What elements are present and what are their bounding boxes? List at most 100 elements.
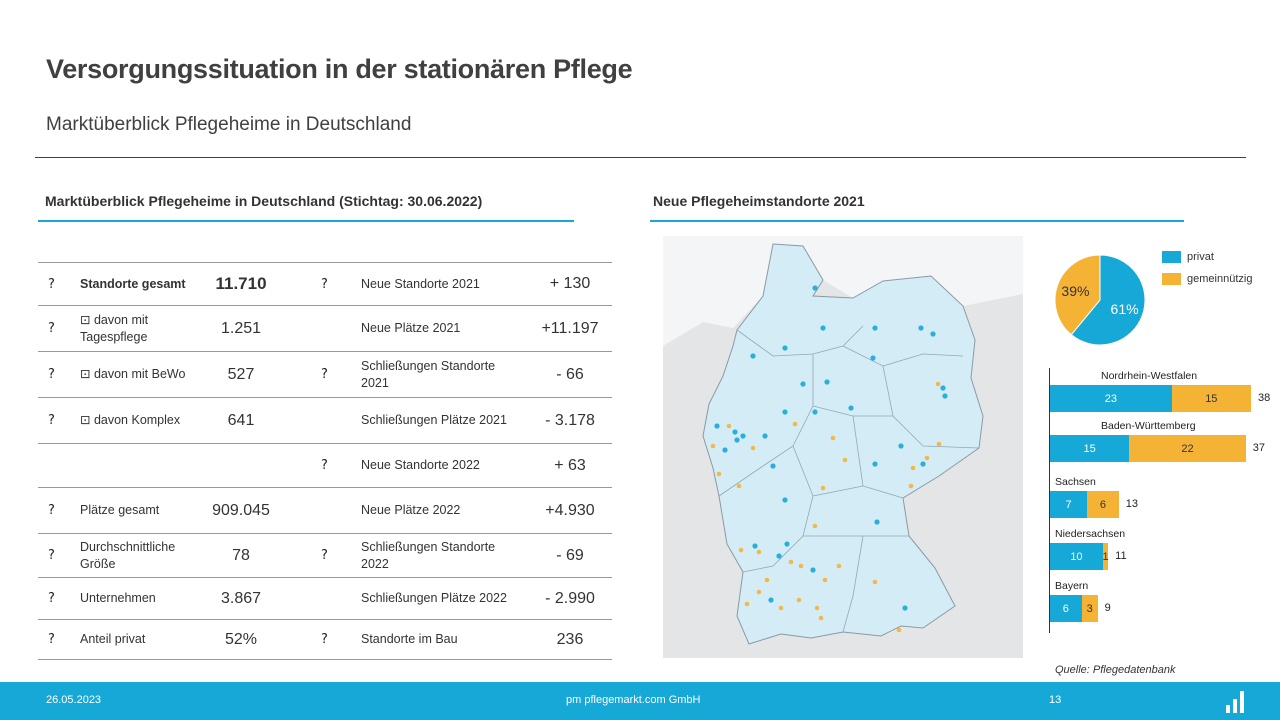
- table-row: ? Durchschnittliche Größe 78? Schließungen …: [38, 534, 612, 578]
- help-icon: ?: [48, 367, 55, 382]
- bar-segment-gemeinnuetzig: 6: [1087, 491, 1119, 518]
- location-dot-gemeinnuetzig: [796, 597, 802, 603]
- help-icon: ?: [48, 276, 55, 292]
- legend-label-gemeinnuetzig: gemeinnützig: [1187, 273, 1253, 285]
- table-row: ? Unternehmen 3.867 Schließungen Plätze 202…: [38, 578, 612, 620]
- bar-total-label: 37: [1252, 442, 1265, 454]
- row-value-left: 3.867: [220, 589, 262, 607]
- location-dot-gemeinnuetzig: [792, 421, 798, 427]
- bar-category-label: Baden-Württemberg: [1101, 420, 1196, 432]
- location-dot-privat: [918, 325, 924, 331]
- bar-total-label: 9: [1104, 602, 1111, 614]
- location-dot-gemeinnuetzig: [818, 615, 824, 621]
- location-dot-privat: [770, 463, 776, 469]
- location-dot-gemeinnuetzig: [764, 577, 770, 583]
- help-icon: ?: [48, 548, 55, 563]
- table-row: ? ⊡ davon Komplex 641 Schließungen Plätze 2…: [38, 398, 612, 444]
- bar-segment-privat: 10: [1050, 543, 1103, 570]
- location-dot-privat: [782, 345, 788, 351]
- table-row: ? Anteil privat 52%? Standorte im Bau 236: [38, 620, 612, 660]
- location-dot-gemeinnuetzig: [710, 443, 716, 449]
- row-value-right: + 130: [549, 275, 591, 292]
- title-divider: [35, 157, 1246, 158]
- germany-shape: [702, 243, 984, 645]
- pie-chart: 61% 39%: [1054, 254, 1146, 346]
- bar-segment-gemeinnuetzig: 1: [1102, 543, 1109, 570]
- help-icon: ?: [48, 413, 55, 428]
- location-dot-gemeinnuetzig: [872, 579, 878, 585]
- help-icon: ?: [321, 367, 328, 382]
- row-value-left: 527: [227, 365, 255, 383]
- location-dot-privat: [848, 405, 854, 411]
- location-dot-gemeinnuetzig: [830, 435, 836, 441]
- location-dot-gemeinnuetzig: [750, 445, 756, 451]
- bar-segment-gemeinnuetzig: 22: [1129, 435, 1246, 462]
- row-value-right: +4.930: [545, 501, 595, 519]
- map-heading: Neue Pflegeheimstandorte 2021: [653, 193, 865, 209]
- location-dot-privat: [940, 385, 946, 391]
- sea: [663, 236, 1023, 346]
- location-dot-gemeinnuetzig: [842, 457, 848, 463]
- bar-category-label: Nordrhein-Westfalen: [1101, 370, 1198, 382]
- location-dots: [710, 285, 948, 633]
- row-value-right: - 2.990: [545, 589, 595, 607]
- row-label-left: Unternehmen: [80, 591, 156, 605]
- location-dot-privat: [942, 393, 948, 399]
- row-value-right: +11.197: [541, 319, 599, 337]
- location-dot-privat: [872, 325, 878, 331]
- location-dot-gemeinnuetzig: [744, 601, 750, 607]
- bar-segment-privat: 7: [1050, 491, 1088, 518]
- location-dot-privat: [768, 597, 774, 603]
- location-dot-privat: [812, 285, 818, 291]
- location-dot-gemeinnuetzig: [788, 559, 794, 565]
- location-dot-privat: [740, 433, 746, 439]
- location-dot-gemeinnuetzig: [935, 381, 941, 387]
- bar-total-label: 38: [1258, 392, 1271, 404]
- row-value-left: [202, 444, 280, 487]
- location-dot-gemeinnuetzig: [822, 577, 828, 583]
- legend-label-privat: privat: [1187, 251, 1214, 263]
- location-dot-privat: [824, 379, 830, 385]
- row-label-right: Schließungen Standorte 2022: [361, 539, 496, 571]
- legend-item-gemeinnuetzig: gemeinnützig: [1162, 273, 1253, 286]
- table-row: ? ⊡ davon mit Tagespflege 1.251 Neue Plätze…: [38, 306, 612, 352]
- location-dot-gemeinnuetzig: [820, 485, 826, 491]
- bar-segment-privat: 15: [1050, 435, 1130, 462]
- footer-date: 26.05.2023: [46, 694, 102, 706]
- location-dot-privat: [800, 381, 806, 387]
- location-dot-privat: [920, 461, 926, 467]
- germany-map-svg: [663, 236, 1023, 658]
- bar-total-label: 13: [1125, 498, 1138, 510]
- help-icon: ?: [48, 591, 55, 606]
- bar-segment-gemeinnuetzig: 3: [1081, 595, 1098, 622]
- location-dot-privat: [782, 409, 788, 415]
- location-dot-privat: [784, 541, 790, 547]
- location-dot-gemeinnuetzig: [756, 589, 762, 595]
- location-dot-privat: [812, 409, 818, 415]
- location-dot-gemeinnuetzig: [798, 563, 804, 569]
- pie-slice-privat-label: 61%: [1111, 301, 1139, 317]
- help-icon: ?: [48, 632, 55, 647]
- footer-bar: 26.05.2023 pm pflegemarkt.com GmbH 13: [0, 682, 1280, 720]
- footer-company: pm pflegemarkt.com GmbH: [566, 694, 701, 706]
- germany-map: [663, 236, 1023, 658]
- location-dot-privat: [902, 605, 908, 611]
- row-value-left: 52%: [224, 630, 258, 648]
- help-icon: ?: [321, 458, 328, 473]
- row-label-left: [80, 444, 205, 487]
- row-label-left: Durchschnittliche Größe: [80, 539, 176, 571]
- row-label-left: Plätze gesamt: [80, 503, 160, 517]
- row-label-left: ⊡ davon mit Tagespflege: [80, 312, 149, 344]
- row-label-right: Neue Standorte 2022: [361, 458, 480, 472]
- table-row: ? Standorte gesamt 11.710? Neue Standorte 2…: [38, 262, 612, 306]
- row-label-right: Neue Plätze 2021: [361, 321, 461, 335]
- bar-category-label: Bayern: [1055, 580, 1089, 592]
- bar-total-label: 11: [1115, 550, 1127, 562]
- legend-item-privat: privat: [1162, 251, 1214, 264]
- table-row: ? Neue Standorte 2022 + 63: [38, 444, 612, 488]
- location-dot-gemeinnuetzig: [814, 605, 820, 611]
- row-value-left: 1.251: [220, 319, 262, 337]
- row-label-left: ⊡ davon Komplex: [80, 413, 181, 427]
- row-value-right: - 3.178: [545, 411, 595, 429]
- location-dot-privat: [898, 443, 904, 449]
